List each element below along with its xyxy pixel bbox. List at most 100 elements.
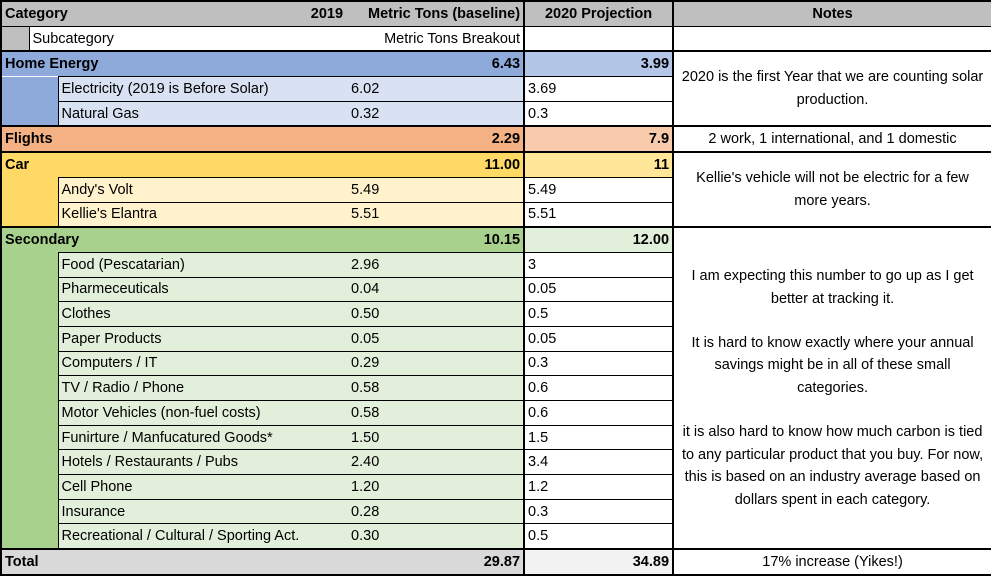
baseline-value-cell[interactable]: 0.50: [346, 301, 525, 327]
projection-value-cell[interactable]: 0.3: [523, 100, 675, 127]
baseline-value-cell[interactable]: 0.05: [346, 325, 525, 352]
car-category-cell[interactable]: Car 11.00: [0, 151, 525, 178]
subcategory-name-cell[interactable]: Cell Phone: [57, 474, 347, 500]
projection-value-cell[interactable]: 0.3: [523, 350, 675, 377]
projection-value-cell[interactable]: 5.49: [523, 176, 675, 203]
secondary-stripe[interactable]: [0, 252, 59, 550]
flights-category-cell[interactable]: Flights 2.29: [0, 125, 525, 153]
total-category-cell[interactable]: Total 29.87: [0, 548, 525, 576]
row-pharmeceuticals: Pharmeceuticals 0.04 0.05: [1, 276, 991, 303]
projection-value-cell[interactable]: 0.5: [523, 301, 675, 327]
header-year-label: 2019: [310, 5, 344, 22]
subheader-row: Subcategory Metric Tons Breakout: [0, 25, 991, 52]
note-text: 2020 is the first Year that we are count…: [681, 69, 984, 108]
projection-value-cell[interactable]: 3.69: [523, 76, 675, 102]
header-row: Category 2019 Metric Tons (baseline) 202…: [0, 0, 991, 27]
car-projection-cell[interactable]: 11: [523, 151, 675, 178]
home-energy-stripe[interactable]: [0, 76, 59, 127]
baseline-value-cell[interactable]: 0.58: [346, 375, 525, 401]
baseline-value-cell[interactable]: 2.40: [346, 449, 525, 476]
projection-value-cell[interactable]: 3: [523, 251, 675, 278]
car-note-cell[interactable]: Kellie's vehicle will not be electric fo…: [672, 151, 991, 228]
subcategory-name-cell[interactable]: Pharmeceuticals: [57, 276, 347, 303]
row-total: Total 29.87 34.89 17% increase (Yikes!): [0, 548, 991, 576]
subcategory-name-cell[interactable]: Motor Vehicles (non-fuel costs): [57, 400, 347, 426]
baseline-value-cell[interactable]: 0.30: [346, 523, 525, 550]
projection-value-cell[interactable]: 1.2: [523, 474, 675, 500]
total-projection-cell[interactable]: 34.89: [523, 548, 675, 576]
category-name: Flights: [5, 131, 53, 148]
baseline-value-cell[interactable]: 1.20: [346, 474, 525, 500]
subcategory-name-cell[interactable]: Food (Pescatarian): [57, 251, 347, 278]
flights-projection-cell[interactable]: 7.9: [523, 125, 675, 153]
baseline-value-cell[interactable]: 6.02: [346, 76, 525, 102]
note-paragraph: it is also hard to know how much carbon …: [681, 424, 984, 508]
baseline-value-cell[interactable]: 1.50: [346, 424, 525, 451]
home-energy-note-cell[interactable]: 2020 is the first Year that we are count…: [672, 50, 991, 127]
subheader-subcategory-cell[interactable]: Subcategory: [28, 25, 347, 52]
category-baseline-value: 10.15: [483, 232, 521, 249]
header-baseline-cell[interactable]: Metric Tons (baseline): [346, 0, 525, 27]
secondary-category-cell[interactable]: Secondary 10.15: [0, 226, 525, 253]
subcategory-name-cell[interactable]: Paper Products: [57, 325, 347, 352]
projection-value-cell[interactable]: 1.5: [523, 424, 675, 451]
baseline-value-cell[interactable]: 5.51: [346, 201, 525, 228]
header-notes-cell[interactable]: Notes: [672, 0, 991, 27]
flights-note-cell[interactable]: 2 work, 1 international, and 1 domestic: [672, 125, 991, 153]
row-andys-volt: Andy's Volt 5.49 5.49: [0, 176, 991, 228]
projection-value-cell[interactable]: 5.51: [523, 201, 675, 228]
projection-value-cell[interactable]: 3.4: [523, 449, 675, 476]
subheader-notes-empty-cell[interactable]: [672, 25, 991, 52]
car-stripe[interactable]: [0, 177, 59, 228]
subcategory-name-cell[interactable]: Funirture / Manfucatured Goods*: [57, 424, 347, 451]
note-paragraph: It is hard to know exactly where your an…: [691, 334, 974, 396]
row-flights: Flights 2.29 7.9 2 work, 1 international…: [0, 125, 991, 153]
row-car: Car 11.00 11 Kellie's vehicle will not b…: [0, 151, 991, 228]
baseline-value-cell[interactable]: 5.49: [346, 176, 525, 203]
category-name: Secondary: [5, 232, 80, 249]
subcategory-name-cell[interactable]: TV / Radio / Phone: [57, 375, 347, 401]
projection-value-cell[interactable]: 0.05: [523, 325, 675, 352]
baseline-value-cell[interactable]: 0.29: [346, 350, 525, 377]
subcategory-name-cell[interactable]: Clothes: [57, 301, 347, 327]
projection-value-cell[interactable]: 0.5: [523, 523, 675, 550]
subheader-stripe-cell[interactable]: [0, 25, 30, 52]
category-baseline-value: 11.00: [484, 156, 521, 173]
row-home-energy: Home Energy 6.43 3.99 2020 is the first …: [0, 50, 991, 127]
total-note-cell[interactable]: 17% increase (Yikes!): [672, 548, 991, 576]
baseline-value-cell[interactable]: 0.32: [346, 100, 525, 127]
subcategory-name-cell[interactable]: Electricity (2019 is Before Solar): [57, 76, 347, 102]
projection-value-cell[interactable]: 0.3: [523, 498, 675, 525]
subcategory-name-cell[interactable]: Andy's Volt: [57, 176, 347, 203]
header-category-cell[interactable]: Category 2019: [0, 0, 347, 27]
baseline-value-cell[interactable]: 0.28: [346, 498, 525, 525]
subcategory-name-cell[interactable]: Computers / IT: [57, 350, 347, 377]
subcategory-name-cell[interactable]: Recreational / Cultural / Sporting Act.: [57, 523, 347, 550]
category-name: Car: [5, 156, 30, 173]
subheader-projection-empty-cell[interactable]: [523, 25, 675, 52]
projection-value-cell[interactable]: 0.6: [523, 375, 675, 401]
category-baseline-value: 6.43: [491, 56, 521, 73]
projection-value-cell[interactable]: 0.6: [523, 400, 675, 426]
subcategory-name-cell[interactable]: Insurance: [57, 498, 347, 525]
secondary-note-cell[interactable]: I am expecting this number to go up as I…: [672, 226, 991, 550]
baseline-value-cell[interactable]: 2.96: [346, 251, 525, 278]
baseline-value-cell[interactable]: 0.04: [346, 276, 525, 303]
home-energy-projection-cell[interactable]: 3.99: [523, 50, 675, 78]
subcategory-name-cell[interactable]: Natural Gas: [57, 100, 347, 127]
header-projection-cell[interactable]: 2020 Projection: [523, 0, 675, 27]
row-motor-vehicles: Motor Vehicles (non-fuel costs) 0.58 0.6: [1, 400, 991, 426]
category-name: Home Energy: [5, 56, 99, 73]
row-natural-gas: Natural Gas 0.32 0.3: [1, 100, 991, 127]
subcategory-name-cell[interactable]: Hotels / Restaurants / Pubs: [57, 449, 347, 476]
subheader-breakout-cell[interactable]: Metric Tons Breakout: [346, 25, 525, 52]
row-food: Food (Pescatarian) 2.96 3: [0, 251, 991, 550]
note-text: 2 work, 1 international, and 1 domestic: [708, 131, 957, 148]
projection-value-cell[interactable]: 0.05: [523, 276, 675, 303]
secondary-projection-cell[interactable]: 12.00: [523, 226, 675, 253]
subcategory-name-cell[interactable]: Kellie's Elantra: [57, 201, 347, 228]
home-energy-category-cell[interactable]: Home Energy 6.43: [0, 50, 525, 77]
baseline-value-cell[interactable]: 0.58: [346, 400, 525, 426]
row-electricity: Electricity (2019 is Before Solar) 6.02 …: [0, 76, 991, 127]
